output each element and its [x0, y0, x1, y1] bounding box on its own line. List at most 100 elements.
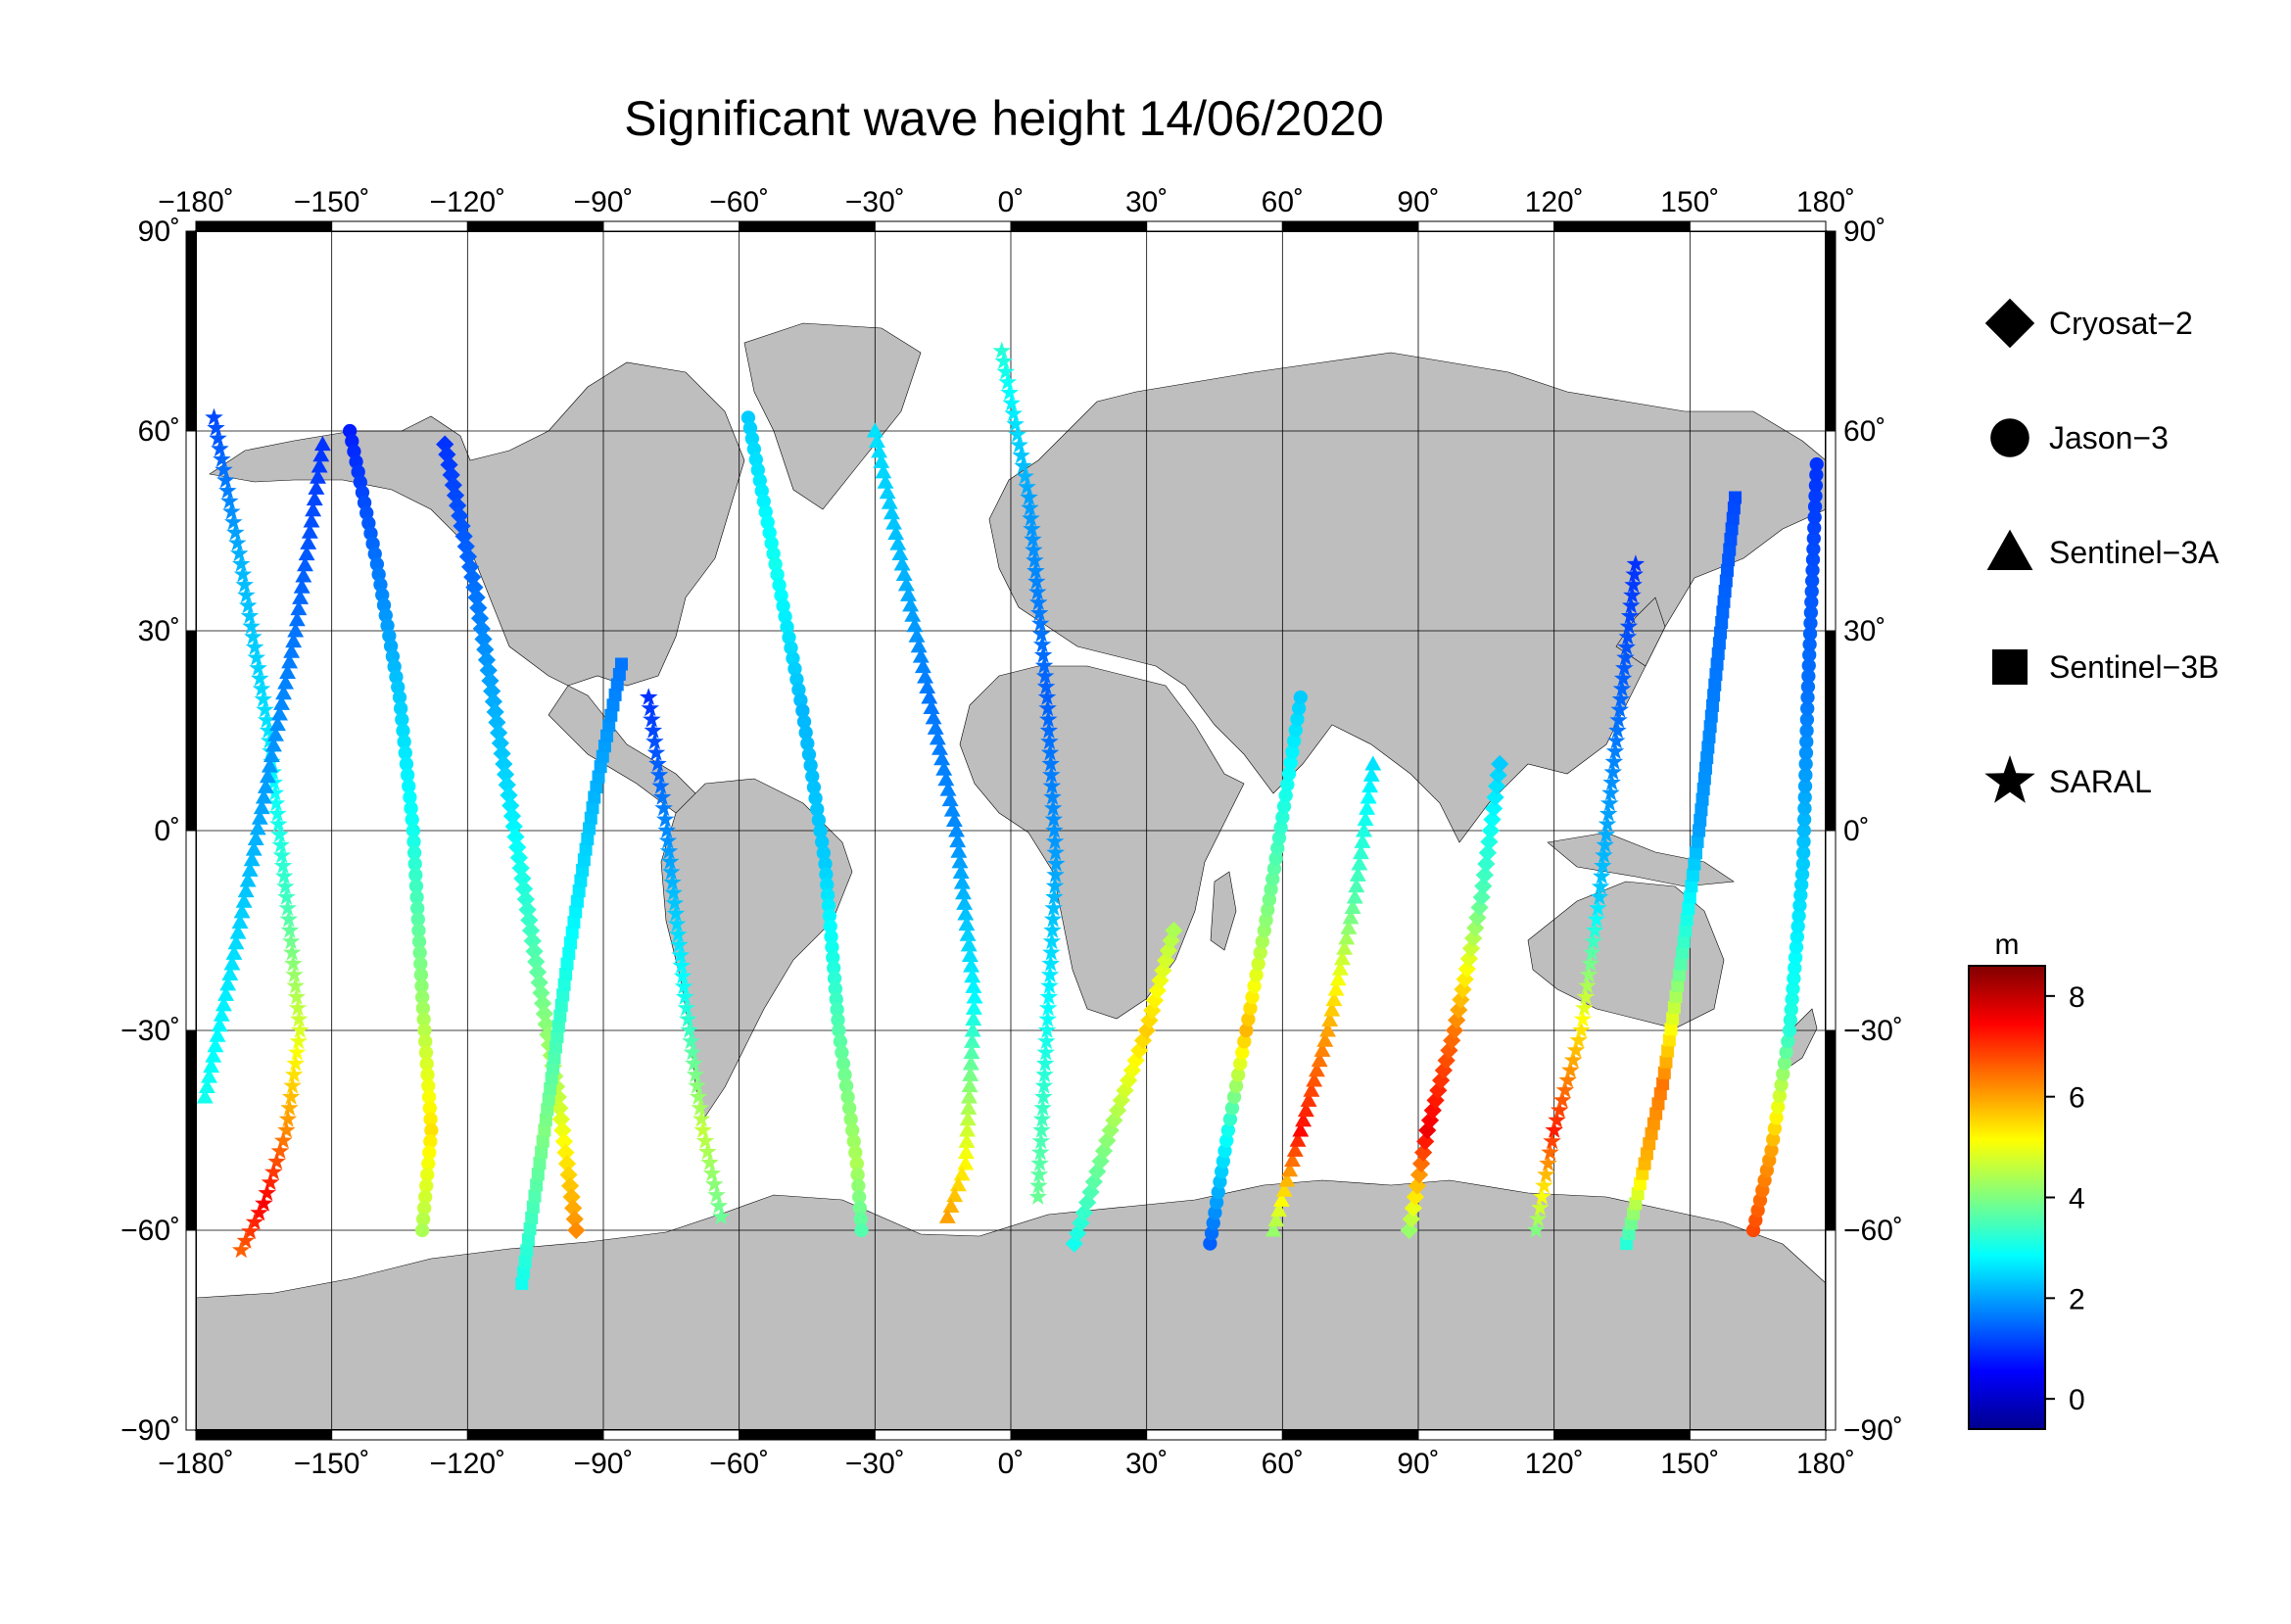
track-point-circle — [1800, 701, 1815, 716]
track-point-square — [556, 988, 570, 1002]
track-point-triangle — [942, 1198, 960, 1214]
track-point-circle — [1262, 892, 1277, 907]
track-point-triangle — [869, 433, 885, 448]
track-point-star — [291, 1021, 310, 1038]
track-point-star — [1581, 954, 1599, 972]
track-point-circle — [1241, 1012, 1256, 1027]
track-point-star — [218, 481, 237, 500]
track-point-star — [1045, 876, 1065, 894]
track-point-circle — [392, 690, 407, 705]
track-point-circle — [786, 651, 800, 666]
track-point-circle — [1224, 1101, 1240, 1116]
frame-bar-bottom — [874, 1429, 1012, 1441]
track-point-square — [1726, 511, 1740, 525]
track-point-square — [563, 936, 577, 950]
track-point-square — [1701, 740, 1715, 754]
track-point-triangle — [962, 1066, 979, 1081]
track-point-star — [1029, 603, 1049, 621]
track-jason-3 — [343, 423, 439, 1238]
track-point-triangle — [873, 453, 890, 468]
track-point-triangle — [957, 1144, 975, 1160]
track-point-star — [693, 1121, 712, 1138]
track-point-star — [1594, 856, 1612, 874]
track-point-circle — [1807, 509, 1822, 525]
frame-bar-bottom — [602, 1429, 740, 1441]
track-point-triangle — [959, 926, 977, 941]
track-point-triangle — [287, 622, 305, 638]
track-point-circle — [416, 1012, 431, 1027]
track-point-circle — [805, 769, 820, 784]
track-point-square — [521, 1233, 535, 1247]
track-point-star — [1600, 793, 1619, 812]
track-point-triangle — [953, 1166, 971, 1181]
track-point-square — [1694, 813, 1707, 827]
track-point-circle — [828, 981, 843, 996]
track-point-star — [228, 533, 247, 551]
track-point-diamond — [553, 1121, 572, 1140]
track-point-square — [1677, 934, 1691, 948]
track-point-square — [541, 1103, 554, 1117]
track-point-star — [1610, 700, 1629, 718]
track-point-circle — [1255, 934, 1269, 949]
track-point-star — [1592, 867, 1611, 884]
track-point-circle — [1230, 1068, 1246, 1082]
track-point-circle — [796, 714, 812, 729]
track-point-triangle — [946, 1187, 964, 1203]
track-point-circle — [1802, 647, 1817, 662]
track-sentinel-3a — [866, 422, 983, 1223]
track-point-triangle — [917, 668, 933, 684]
track-point-diamond — [1484, 799, 1503, 818]
track-point-star — [1040, 732, 1059, 750]
lat-label-right: 30˚ — [1843, 615, 1885, 647]
track-point-square — [1686, 868, 1699, 882]
track-point-circle — [1219, 1133, 1234, 1148]
track-point-star — [1582, 942, 1601, 961]
track-point-circle — [784, 641, 798, 655]
track-point-diamond — [1486, 788, 1504, 807]
track-point-circle — [1777, 1056, 1792, 1071]
track-point-star — [1039, 987, 1059, 1005]
track-point-star — [1044, 809, 1063, 828]
track-point-diamond — [1148, 981, 1167, 1000]
track-point-triangle — [245, 840, 263, 856]
track-point-star — [254, 690, 272, 707]
track-point-circle — [1779, 1045, 1793, 1060]
track-point-circle — [752, 473, 767, 488]
track-point-triangle — [1353, 844, 1369, 860]
legend-symbol-circle — [1990, 418, 2029, 457]
track-point-star — [1038, 709, 1058, 728]
track-point-diamond — [535, 1004, 554, 1024]
track-point-triangle — [221, 966, 239, 980]
track-point-square — [600, 729, 614, 742]
track-point-circle — [821, 898, 836, 913]
track-point-star — [1028, 582, 1047, 600]
track-point-star — [1004, 404, 1023, 422]
track-point-triangle — [897, 576, 915, 592]
track-point-star — [1033, 645, 1053, 663]
track-point-star — [665, 893, 685, 912]
track-point-square — [551, 1020, 565, 1033]
track-point-triangle — [1325, 991, 1343, 1007]
track-point-star — [270, 1141, 290, 1160]
track-point-circle — [818, 856, 833, 872]
track-point-star — [1038, 1009, 1057, 1027]
track-point-square — [1685, 880, 1698, 893]
track-point-square — [1645, 1126, 1658, 1140]
legend-label: SARAL — [2049, 764, 2152, 799]
track-point-triangle — [889, 535, 907, 550]
track-point-circle — [750, 462, 765, 477]
track-point-star — [1597, 825, 1616, 843]
track-point-star — [1029, 1175, 1048, 1194]
track-point-square — [1647, 1117, 1660, 1130]
frame-bar-right — [1825, 630, 1837, 832]
track-point-star — [992, 341, 1011, 359]
track-point-triangle — [201, 1068, 217, 1083]
track-point-square — [1662, 1033, 1676, 1047]
track-point-circle — [1288, 723, 1303, 738]
track-point-circle — [418, 1034, 433, 1049]
track-point-circle — [808, 790, 823, 806]
track-point-triangle — [1319, 1022, 1337, 1037]
track-point-star — [224, 512, 243, 531]
track-point-circle — [1257, 923, 1271, 938]
track-point-triangle — [919, 679, 936, 694]
